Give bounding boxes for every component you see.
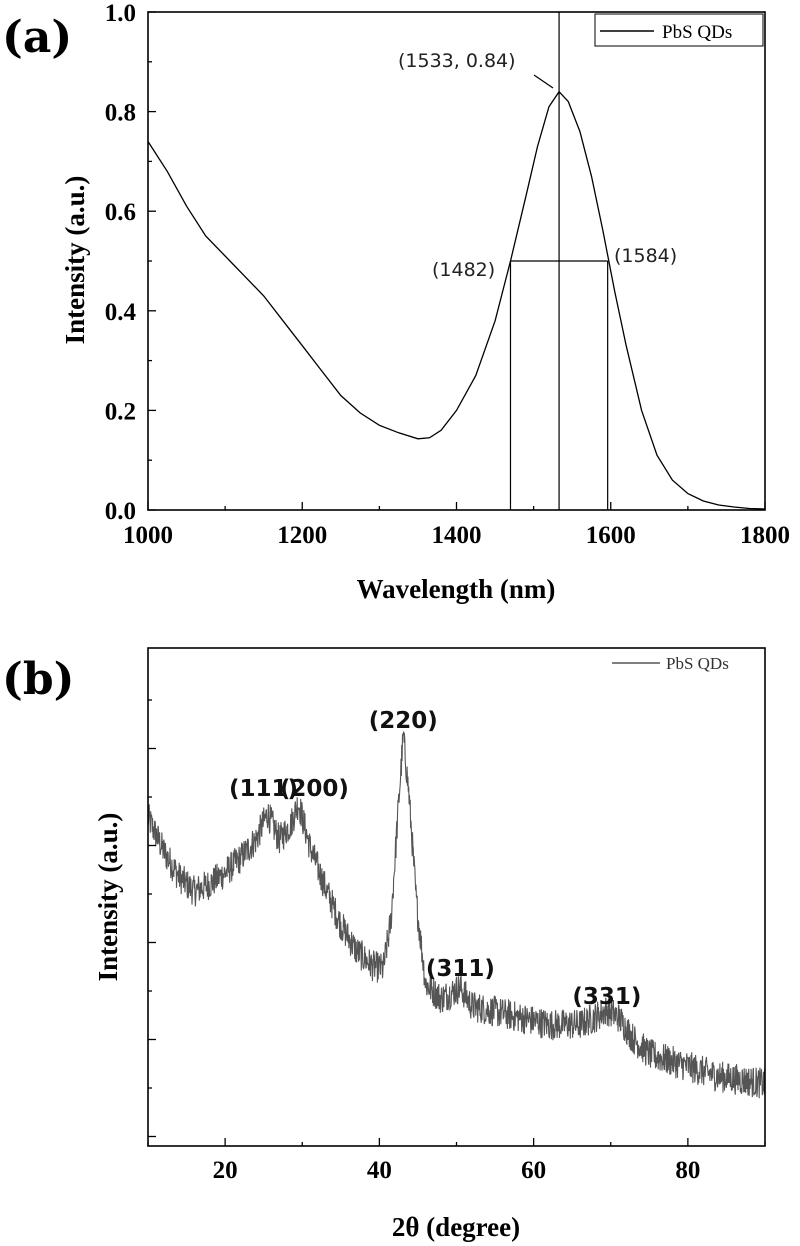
y-tick-label: 0.6 [105,199,136,226]
x-tick-label: 20 [213,1157,238,1184]
x-tick-label: 80 [675,1157,700,1184]
panel-b-x-axis-title: 2θ (degree) [392,1212,520,1242]
panel-b-peak-labels: (111)(200) (220) (311) (331) [229,708,641,1010]
panel-a-x-axis-title: Wavelength (nm) [357,574,556,604]
panel-b-series-line [147,731,766,1099]
panel-b-label: (b) [2,654,74,705]
panel-a-y-axis-title: Intensity (a.u.) [60,176,90,345]
panel-b-ticks [147,699,766,1146]
y-tick-label: 0.4 [105,299,137,326]
x-tick-label: 1200 [277,522,327,549]
y-tick-label: 0.2 [105,398,136,425]
panel-a-right-annotation: (1584) [614,245,677,267]
panel-a-legend-box [594,13,764,47]
panel-b-tick-labels: 20 40 60 80 [213,1157,701,1184]
panel-a-left-annotation: (1482) [432,259,495,281]
y-tick-label: 1.0 [105,0,136,27]
y-tick-label: 0.8 [105,100,136,127]
panel-a-peak-annotation: (1533, 0.84) [398,50,516,72]
panel-a-peak-leader [533,74,554,89]
peak-label: (311) [426,956,495,982]
panel-a-label: (a) [2,12,72,63]
peak-label: (200) [280,776,349,802]
panel-a-tick-labels: 1000 1200 1400 1600 1800 0.0 0.2 0.4 0.6 0.8 1.0 [105,0,790,549]
panel-b-legend-label: PbS QDs [666,654,729,673]
panel-a-series-line [147,90,766,510]
panel-b: (b) 20 40 60 80 (111)(200) (220) (311) (331) 2… [2,647,766,1242]
panel-b-y-axis-title: Intensity (a.u.) [93,813,123,982]
peak-label: (220) [369,708,438,734]
x-tick-label: 40 [367,1157,392,1184]
x-tick-label: 60 [521,1157,546,1184]
panel-a-fwhm-lines [509,12,609,510]
x-tick-label: 1600 [586,522,636,549]
peak-label: (331) [572,984,641,1010]
y-tick-label: 0.0 [105,498,136,525]
peak-label: (111) [229,776,298,802]
x-tick-label: 1000 [123,522,173,549]
panel-a-ticks [147,11,766,511]
x-tick-label: 1400 [432,522,482,549]
x-tick-label: 1800 [740,522,790,549]
panel-a-legend-label: PbS QDs [662,22,732,43]
panel-a: (a) 1000 1200 1400 1600 18000.00.20.40.60.81… [2,0,790,604]
